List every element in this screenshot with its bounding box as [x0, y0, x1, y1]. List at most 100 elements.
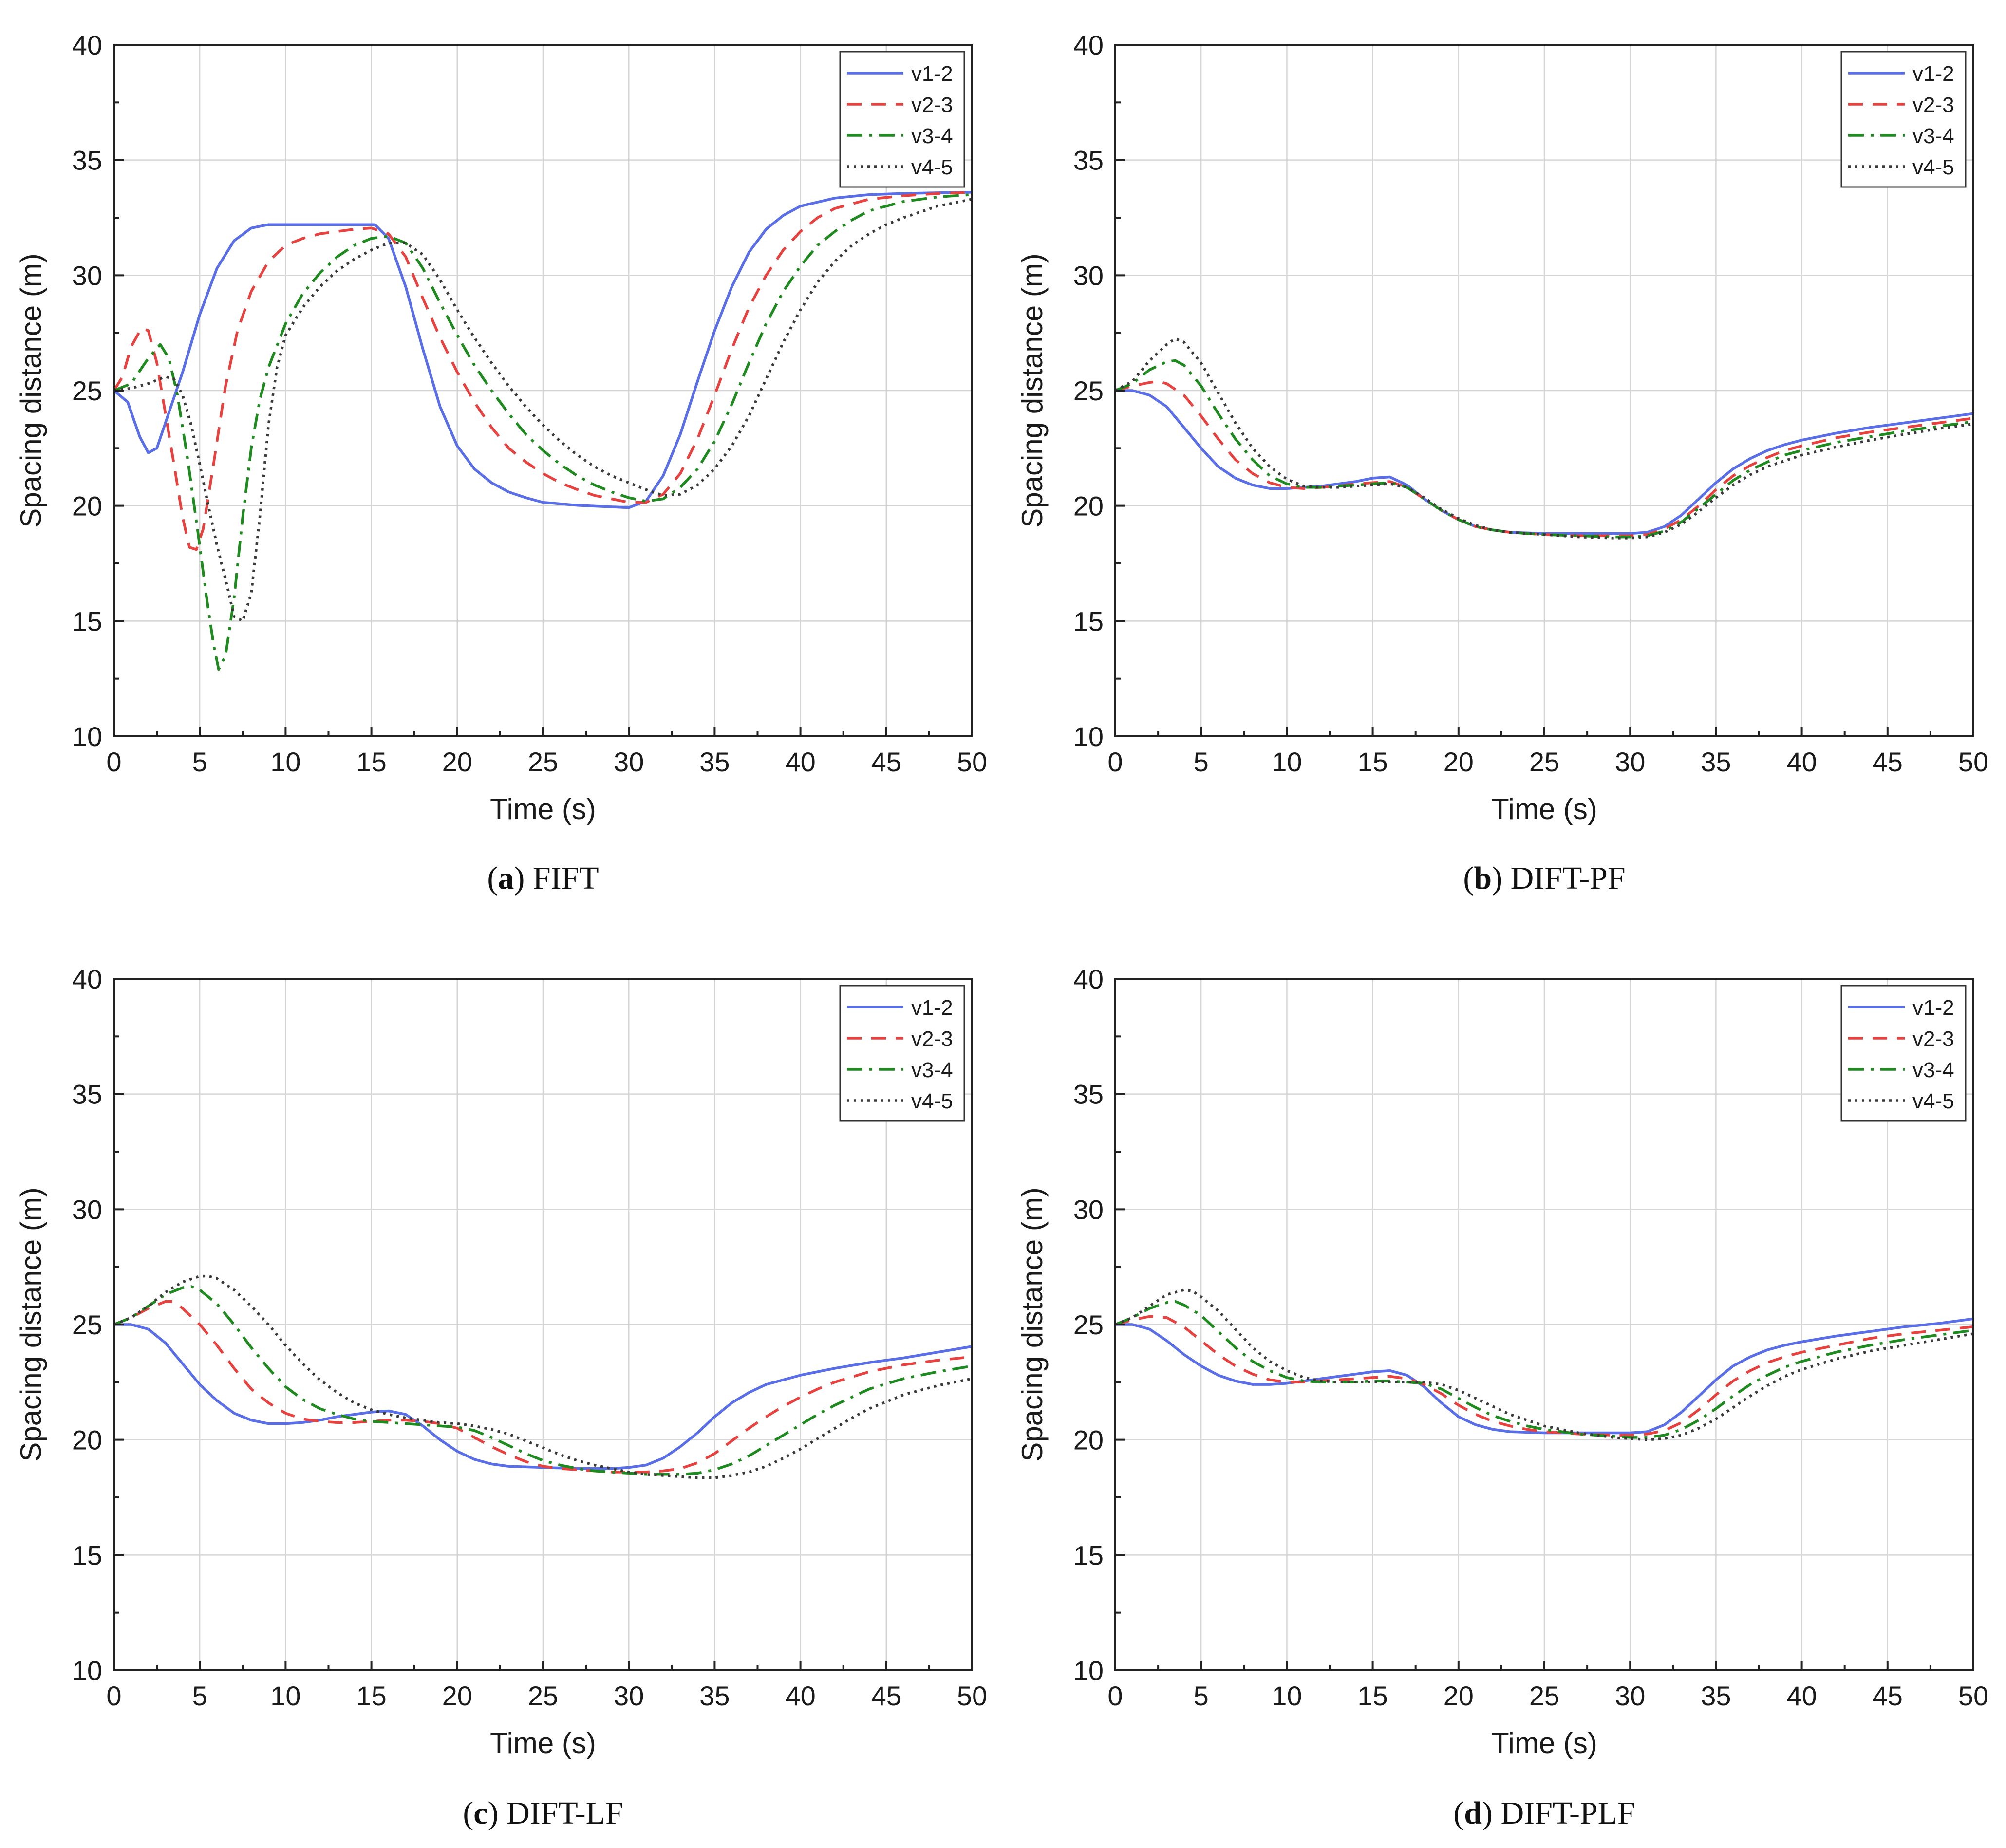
series-line-v1-2	[114, 1323, 973, 1470]
x-tick-label: 25	[528, 1680, 558, 1711]
y-tick-label: 25	[72, 1309, 102, 1340]
x-axis-label: Time (s)	[1491, 1727, 1597, 1759]
x-tick-label: 15	[1357, 1680, 1387, 1711]
x-tick-label: 25	[528, 747, 558, 777]
caption-paren: (	[1463, 860, 1474, 896]
series-line-v2-3	[113, 1300, 973, 1474]
x-axis-label: Time (s)	[1491, 793, 1597, 825]
x-tick-label: 25	[1529, 747, 1559, 777]
y-axis-label: Spacing distance (m)	[1016, 253, 1049, 528]
x-tick-label: 40	[785, 1680, 815, 1711]
legend: v1-2 v2-3 v3-4 v4-5	[1840, 51, 1967, 188]
y-tick-label: 15	[72, 1540, 102, 1570]
y-tick-label: 35	[1073, 1079, 1104, 1110]
legend: v1-2 v2-3 v3-4 v4-5	[839, 51, 965, 188]
y-tick-label: 40	[72, 964, 102, 994]
legend-label: v3-4	[1912, 1058, 1954, 1082]
y-tick-label: 20	[1073, 1425, 1104, 1456]
legend-label: v3-4	[911, 1058, 953, 1082]
y-tick-label: 30	[72, 260, 102, 291]
y-axis-label: Spacing distance (m)	[15, 1187, 47, 1462]
legend: v1-2 v2-3 v3-4 v4-5	[839, 985, 965, 1122]
x-tick-label: 10	[1272, 1680, 1302, 1711]
y-tick-label: 40	[1073, 964, 1104, 994]
x-tick-label: 30	[614, 1680, 644, 1711]
legend-label: v2-3	[1912, 93, 1954, 117]
y-tick-label: 15	[72, 606, 102, 636]
y-tick-label: 10	[1073, 1655, 1104, 1686]
chart-panel-c: 0 5 10 15 20 25 30 35 40 45 50 10 15 20 25 30 35 40 Time (…	[15, 964, 987, 1831]
x-tick-label: 0	[106, 747, 121, 777]
x-tick-label: 50	[957, 747, 987, 777]
y-tick-label: 35	[1073, 145, 1104, 176]
x-tick-label: 0	[106, 1680, 121, 1711]
panel-caption: (c) DIFT-LF	[463, 1795, 623, 1831]
x-tick-label: 45	[871, 747, 901, 777]
x-tick-label: 15	[356, 1680, 386, 1711]
x-tick-label: 40	[1786, 1680, 1817, 1711]
x-tick-label: 0	[1107, 747, 1123, 777]
caption-paren: )	[1482, 1795, 1500, 1831]
legend-label: v1-2	[1912, 996, 1954, 1020]
series-line-v2-3	[1115, 1315, 1974, 1437]
y-tick-label: 25	[1073, 1309, 1104, 1340]
y-axis-label: Spacing distance (m)	[15, 253, 47, 528]
chart-panel-b: 0 5 10 15 20 25 30 35 40 45 50 10 15 20 25 30 35 40 Time (…	[1016, 30, 1988, 896]
panel-caption: (b) DIFT-PF	[1463, 860, 1625, 896]
legend-label: v2-3	[1912, 1027, 1954, 1051]
caption-letter: c	[473, 1795, 487, 1831]
y-tick-label: 25	[1073, 375, 1104, 406]
y-tick-label: 20	[1073, 491, 1104, 522]
y-tick-label: 30	[1073, 260, 1104, 291]
x-tick-label: 15	[356, 747, 386, 777]
caption-text: DIFT-LF	[506, 1795, 623, 1831]
series-line-v3-4	[113, 1285, 973, 1476]
y-tick-label: 35	[72, 1079, 102, 1110]
legend-label: v4-5	[911, 155, 953, 179]
legend-label: v4-5	[1912, 155, 1954, 179]
series-line-v3-4	[1114, 1300, 1974, 1439]
legend: v1-2 v2-3 v3-4 v4-5	[1840, 985, 1967, 1122]
x-tick-label: 35	[1701, 747, 1731, 777]
legend-label: v2-3	[911, 93, 953, 117]
x-tick-label: 45	[1873, 747, 1903, 777]
x-tick-label: 45	[1873, 1680, 1903, 1711]
x-tick-label: 40	[1786, 747, 1817, 777]
x-tick-label: 50	[1958, 747, 1988, 777]
x-tick-label: 50	[1958, 1680, 1988, 1711]
y-tick-label: 40	[1073, 30, 1104, 60]
x-tick-label: 25	[1529, 1680, 1559, 1711]
y-tick-label: 10	[1073, 721, 1104, 752]
legend-label: v1-2	[1912, 62, 1954, 86]
y-tick-label: 35	[72, 145, 102, 176]
y-tick-label: 15	[1073, 606, 1104, 636]
x-tick-label: 0	[1107, 1680, 1123, 1711]
y-tick-label: 20	[72, 1425, 102, 1456]
caption-paren: )	[488, 1795, 506, 1831]
panel-caption: (d) DIFT-PLF	[1453, 1795, 1635, 1831]
y-tick-label: 30	[72, 1194, 102, 1225]
legend-label: v4-5	[1912, 1089, 1954, 1113]
series-line-v1-2	[1115, 1317, 1974, 1435]
x-axis-label: Time (s)	[490, 793, 596, 825]
x-tick-label: 50	[957, 1680, 987, 1711]
x-tick-label: 5	[192, 747, 207, 777]
caption-paren: )	[1492, 860, 1510, 896]
x-tick-label: 40	[785, 747, 815, 777]
x-tick-label: 30	[1615, 747, 1645, 777]
x-tick-label: 10	[270, 1680, 300, 1711]
legend-label: v1-2	[911, 62, 953, 86]
x-tick-label: 20	[442, 1680, 472, 1711]
x-tick-label: 35	[699, 1680, 730, 1711]
x-tick-label: 15	[1357, 747, 1387, 777]
x-tick-label: 20	[1444, 747, 1474, 777]
x-axis-label: Time (s)	[490, 1727, 596, 1759]
legend-label: v1-2	[911, 996, 953, 1020]
y-tick-label: 40	[72, 30, 102, 60]
x-tick-label: 5	[1194, 1680, 1209, 1711]
series-line-v3-4	[1114, 359, 1974, 539]
x-tick-label: 5	[1194, 747, 1209, 777]
y-tick-label: 15	[1073, 1540, 1104, 1570]
caption-paren: (	[487, 860, 498, 896]
